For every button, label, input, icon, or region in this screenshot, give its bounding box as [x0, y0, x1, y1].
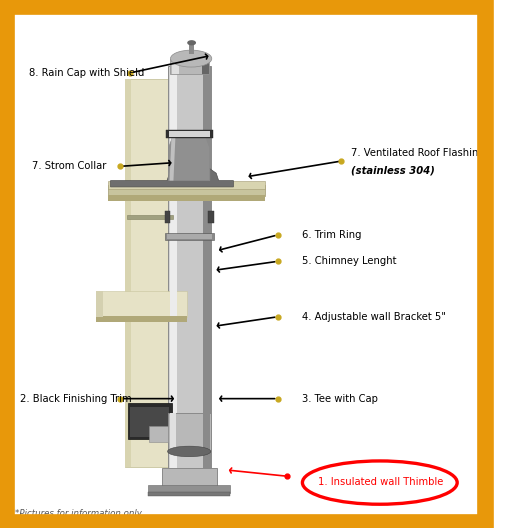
- Bar: [173, 59, 179, 74]
- Bar: [149, 426, 167, 442]
- Bar: [208, 211, 214, 223]
- Bar: [125, 79, 131, 467]
- Text: 7. Strom Collar: 7. Strom Collar: [32, 162, 106, 171]
- Bar: [189, 43, 194, 54]
- Bar: [96, 316, 187, 322]
- Polygon shape: [169, 137, 176, 181]
- Bar: [148, 492, 230, 496]
- Text: 4. Adjustable wall Bracket 5": 4. Adjustable wall Bracket 5": [302, 312, 446, 322]
- Ellipse shape: [170, 50, 212, 67]
- Bar: [202, 59, 209, 74]
- Bar: [128, 403, 172, 439]
- Text: 8. Rain Cap with Shield: 8. Rain Cap with Shield: [30, 68, 145, 78]
- Text: 2. Black Finishing Trim: 2. Black Finishing Trim: [19, 394, 131, 403]
- Text: 6. Trim Ring: 6. Trim Ring: [302, 230, 361, 240]
- Ellipse shape: [167, 446, 211, 457]
- Bar: [125, 79, 201, 467]
- Text: *Pictures for information only.: *Pictures for information only.: [15, 508, 144, 518]
- Bar: [164, 233, 214, 240]
- Bar: [108, 185, 265, 196]
- Text: 3. Tee with Cap: 3. Tee with Cap: [302, 394, 378, 403]
- Bar: [127, 215, 174, 219]
- Bar: [108, 181, 265, 189]
- Bar: [165, 130, 213, 138]
- Polygon shape: [111, 166, 233, 187]
- Bar: [130, 407, 169, 437]
- Bar: [96, 291, 187, 317]
- Bar: [96, 291, 103, 317]
- Bar: [167, 413, 211, 451]
- Bar: [164, 211, 170, 223]
- Bar: [168, 131, 210, 137]
- Bar: [108, 195, 265, 201]
- Text: (stainless 304): (stainless 304): [351, 165, 435, 175]
- Bar: [167, 66, 211, 483]
- Bar: [148, 485, 230, 493]
- Ellipse shape: [187, 40, 196, 45]
- Text: 1. Insulated wall Thimble: 1. Insulated wall Thimble: [318, 477, 444, 486]
- Bar: [169, 413, 177, 451]
- Bar: [169, 66, 177, 483]
- Bar: [177, 66, 203, 483]
- Bar: [203, 413, 210, 451]
- Bar: [169, 59, 209, 74]
- Polygon shape: [168, 137, 210, 181]
- Bar: [166, 234, 212, 239]
- Text: 5. Chimney Lenght: 5. Chimney Lenght: [302, 257, 397, 266]
- Text: 7. Ventilated Roof Flashing: 7. Ventilated Roof Flashing: [351, 148, 485, 158]
- Bar: [162, 468, 217, 488]
- Bar: [203, 66, 211, 483]
